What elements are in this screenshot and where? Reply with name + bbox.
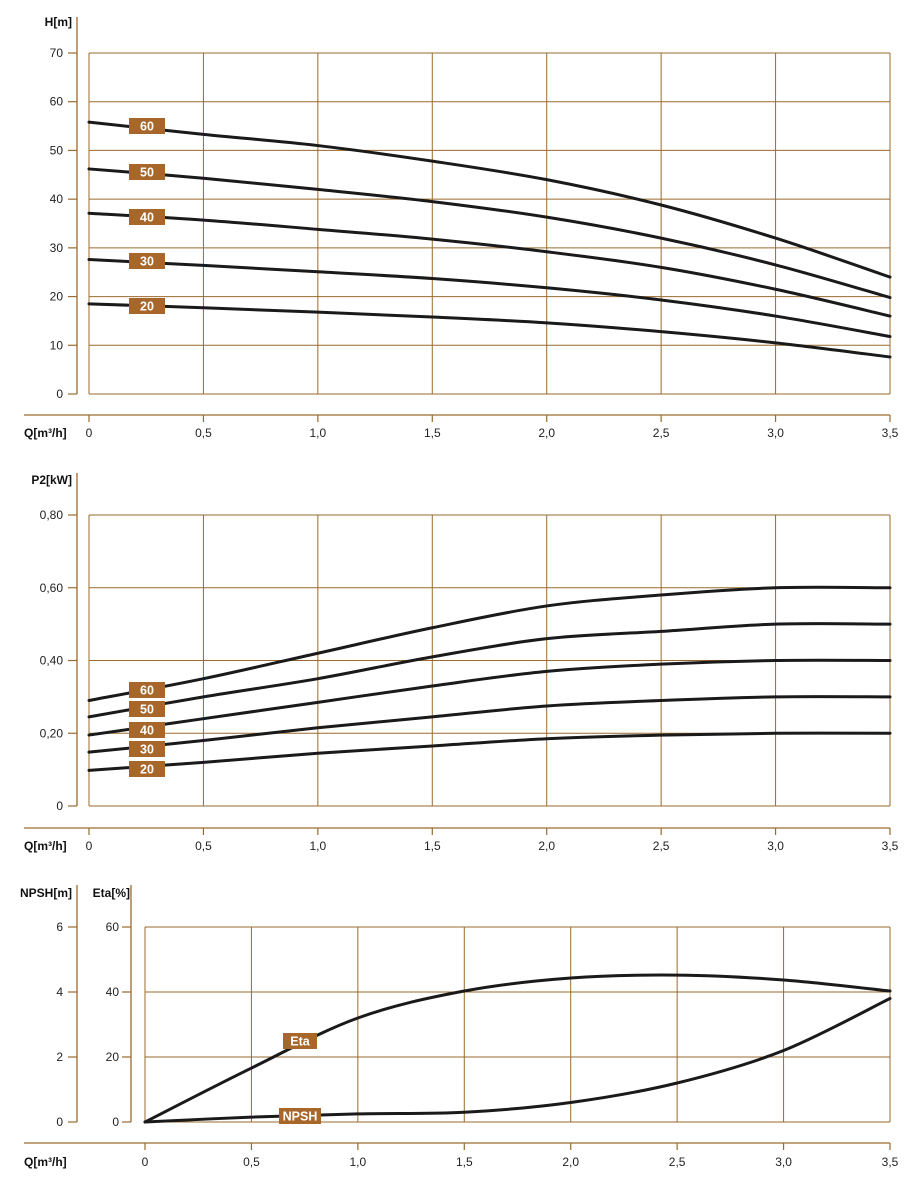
x-tick-label: 1,5 — [456, 1155, 473, 1169]
x-tick-label: 1,0 — [310, 426, 327, 440]
curve-50 — [87, 622, 892, 719]
chart-2: P2[kW] 0 0,20 0,40 0,60 0,80 Q[m³/h] 0 0,5 1,0 1,5… — [24, 473, 899, 853]
x-tick-label: 3,0 — [775, 1155, 792, 1169]
curve-20 — [87, 302, 892, 359]
y-axis-title: H[m] — [45, 15, 72, 29]
y-tick-label: 6 — [56, 920, 63, 934]
y2-tick-label: 0 — [112, 1115, 119, 1129]
series-label: 20 — [140, 300, 154, 314]
curve-60 — [87, 585, 892, 703]
x-tick-label: 0,5 — [195, 839, 212, 853]
x-tick-label: 0,5 — [195, 426, 212, 440]
series-label: NPSH — [283, 1110, 318, 1124]
curve-40 — [87, 211, 892, 318]
series-label: 30 — [140, 743, 154, 757]
x-tick-label: 1,0 — [310, 839, 327, 853]
series-label-box — [129, 682, 165, 698]
y-tick-label: 2 — [56, 1050, 63, 1064]
curve-40 — [87, 658, 892, 737]
y2-tick-label: 60 — [106, 920, 120, 934]
series-label: 50 — [140, 703, 154, 717]
x-tick-label: 0 — [142, 1155, 149, 1169]
y2-tick-label: 40 — [106, 985, 120, 999]
x-tick-label: 3,5 — [882, 426, 899, 440]
series-label: 50 — [140, 166, 154, 180]
y-tick-label: 0,80 — [40, 508, 64, 522]
curve-60 — [87, 120, 892, 279]
y-tick-label: 10 — [50, 338, 64, 352]
y-tick-label: 70 — [50, 46, 64, 60]
series-label: 40 — [140, 211, 154, 225]
x-tick-label: 1,5 — [424, 426, 441, 440]
x-tick-label: 0 — [86, 426, 93, 440]
x-tick-label: 3,0 — [767, 839, 784, 853]
y-axis-title: NPSH[m] — [20, 886, 72, 900]
x-tick-label: 2,0 — [538, 426, 555, 440]
series-label: 20 — [140, 763, 154, 777]
series-label-box — [129, 164, 165, 180]
x-tick-label: 3,5 — [882, 839, 899, 853]
curve-eta — [143, 973, 892, 1124]
curve-30 — [87, 695, 892, 754]
y-tick-label: 50 — [50, 143, 64, 157]
y-tick-label: 0 — [56, 799, 63, 813]
x-tick-label: 2,5 — [653, 839, 670, 853]
x-axis-title: Q[m³/h] — [24, 426, 67, 440]
y-tick-label: 30 — [50, 241, 64, 255]
series-label-box — [129, 253, 165, 269]
chart-3: NPSH[m] 0 2 4 6 Eta[%] 0 20 40 60 Q[m³/h] 0 0,5 1,0 1,… — [20, 885, 899, 1169]
y-axis-title: P2[kW] — [31, 473, 72, 487]
y2-axis-title: Eta[%] — [93, 886, 130, 900]
series-label-box — [129, 701, 165, 717]
x-tick-label: 2,0 — [562, 1155, 579, 1169]
y-tick-label: 20 — [50, 290, 64, 304]
x-tick-label: 3,0 — [767, 426, 784, 440]
y-tick-label: 0,40 — [40, 654, 64, 668]
series-label-box — [279, 1108, 321, 1124]
y-tick-label: 4 — [56, 985, 63, 999]
x-tick-label: 2,5 — [653, 426, 670, 440]
series-label-box — [129, 118, 165, 134]
series-label: 60 — [140, 120, 154, 134]
curve-20 — [87, 731, 892, 772]
x-tick-label: 2,0 — [538, 839, 555, 853]
x-axis-title: Q[m³/h] — [24, 1155, 67, 1169]
curve-30 — [87, 258, 892, 339]
series-label-box — [129, 722, 165, 738]
chart-1: H[m] 0 10 20 30 40 50 60 70 Q[m³/h] 0 0,5 1,0 1,5 2,0 2… — [24, 15, 899, 440]
series-label-box — [129, 761, 165, 777]
y-tick-label: 0 — [56, 1115, 63, 1129]
y-tick-label: 0,20 — [40, 726, 64, 740]
x-axis-title: Q[m³/h] — [24, 839, 67, 853]
y-tick-label: 0 — [56, 387, 63, 401]
x-tick-label: 0 — [86, 839, 93, 853]
series-label-box — [129, 741, 165, 757]
x-tick-label: 0,5 — [243, 1155, 260, 1169]
series-label: Eta — [290, 1035, 311, 1049]
x-tick-label: 1,0 — [350, 1155, 367, 1169]
curve-npsh — [143, 997, 892, 1124]
series-label-box — [283, 1033, 317, 1049]
series-label: 60 — [140, 684, 154, 698]
series-label-box — [129, 298, 165, 314]
series-label-box — [129, 209, 165, 225]
x-tick-label: 2,5 — [669, 1155, 686, 1169]
y2-tick-label: 20 — [106, 1050, 120, 1064]
x-tick-label: 3,5 — [882, 1155, 899, 1169]
y-tick-label: 60 — [50, 95, 64, 109]
y-tick-label: 40 — [50, 192, 64, 206]
x-tick-label: 1,5 — [424, 839, 441, 853]
series-label: 30 — [140, 255, 154, 269]
curve-50 — [87, 167, 892, 300]
series-label: 40 — [140, 724, 154, 738]
y-tick-label: 0,60 — [40, 581, 64, 595]
